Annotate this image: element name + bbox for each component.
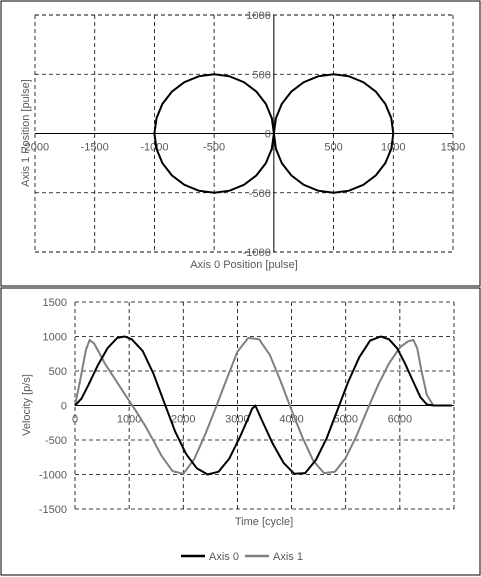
velocity-chart-x-axis-title: Time [cycle] xyxy=(235,516,293,528)
axis-0-velocity-line xyxy=(74,335,452,476)
x-tick-label: 1000 xyxy=(117,414,141,426)
y-tick-label: 1500 xyxy=(43,297,67,309)
x-tick-label: 500 xyxy=(324,142,342,154)
x-tick-label: 1000 xyxy=(381,142,405,154)
top-chart-frame xyxy=(0,0,481,287)
axis-1-velocity-line xyxy=(74,336,452,475)
y-tick-label: 1000 xyxy=(43,332,67,344)
x-tick-label: 1500 xyxy=(441,142,465,154)
position-chart-x-axis-title: Axis 0 Position [pulse] xyxy=(190,259,298,271)
y-tick-label: 0 xyxy=(265,129,271,141)
position-chart-y-axis-title: Axis 1 Position [pulse] xyxy=(20,79,32,187)
x-tick-label: 0 xyxy=(271,142,277,154)
y-tick-label: 1000 xyxy=(246,10,270,22)
y-tick-label: -500 xyxy=(249,188,271,200)
legend-label: Axis 0 xyxy=(209,551,239,563)
position-trajectory-line xyxy=(153,73,395,194)
x-tick-label: 6000 xyxy=(388,414,412,426)
legend-label: Axis 1 xyxy=(273,551,303,563)
x-tick-label: 5000 xyxy=(333,414,357,426)
x-tick-label: 4000 xyxy=(279,414,303,426)
x-tick-label: 0 xyxy=(72,414,78,426)
x-tick-label: 3000 xyxy=(225,414,249,426)
position-chart-grid xyxy=(34,14,454,253)
y-tick-label: 500 xyxy=(252,69,270,81)
y-tick-label: -1000 xyxy=(39,470,67,482)
x-tick-label: -2000 xyxy=(21,142,49,154)
velocity-chart-legend: Axis 0 Axis 1 xyxy=(181,551,303,563)
x-tick-label: 2000 xyxy=(171,414,195,426)
position-chart-series xyxy=(153,73,395,194)
velocity-chart-y-axis-title: Velocity [p/s] xyxy=(21,374,33,436)
bottom-chart-frame xyxy=(0,287,481,576)
x-tick-label: -1000 xyxy=(140,142,168,154)
velocity-chart-grid xyxy=(74,301,455,510)
y-tick-label: 0 xyxy=(61,401,67,413)
y-tick-label: -1500 xyxy=(39,504,67,516)
y-tick-label: -500 xyxy=(45,435,67,447)
x-tick-label: -500 xyxy=(203,142,225,154)
y-tick-label: 500 xyxy=(49,366,67,378)
y-tick-label: -1000 xyxy=(243,247,271,259)
position-chart-tick-labels: -2000 -1500 -1000 -500 0 500 1000 1500 1000 500 0 -… xyxy=(21,10,465,259)
x-tick-label: -1500 xyxy=(81,142,109,154)
velocity-chart-series xyxy=(74,335,452,476)
